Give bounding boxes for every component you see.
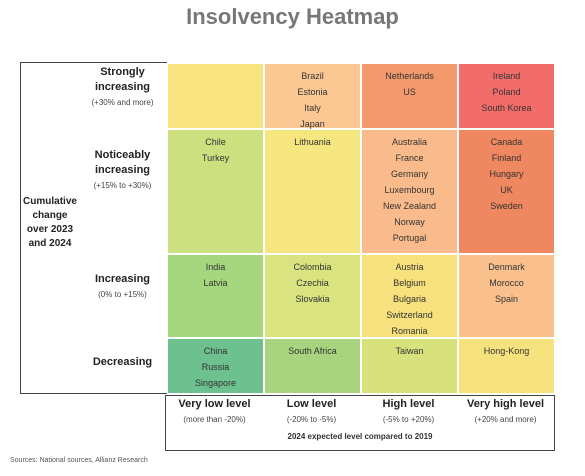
heatmap-cell: Denmark Morocco Spain	[458, 254, 555, 338]
row-label: Decreasing	[80, 355, 165, 370]
country: UK	[500, 185, 513, 195]
country: Poland	[492, 87, 521, 97]
country: Norway	[394, 217, 425, 227]
heatmap-cell: South Africa	[264, 338, 361, 394]
country: Bulgaria	[392, 294, 427, 304]
heatmap-cell: Canada Finland Hungary UK Sweden	[458, 129, 555, 254]
row-label-box	[20, 62, 167, 394]
row-label-text: Strongly increasing	[94, 66, 151, 93]
country: Italy	[304, 103, 321, 113]
country: Slovakia	[295, 294, 330, 304]
row-label-text: Decreasing	[92, 356, 153, 368]
country: Ireland	[492, 71, 521, 81]
country: Spain	[494, 294, 519, 304]
row-label: Noticeably increasing (+15% to +30%)	[80, 148, 165, 193]
heatmap-cell: China Russia Singapore	[167, 338, 264, 394]
country: Estonia	[297, 87, 328, 97]
column-label: Very low level (more than -20%)	[165, 397, 264, 427]
country: Colombia	[293, 262, 332, 272]
country: South Korea	[481, 103, 532, 113]
column-label-text: Low level	[286, 398, 337, 410]
heatmap-cell: Netherlands US	[361, 63, 458, 129]
country: Denmark	[488, 262, 525, 272]
country: Hong-Kong	[483, 346, 530, 356]
heatmap-cell: Australia France Germany Luxembourg New Zeal…	[361, 129, 458, 254]
country: Japan	[300, 119, 325, 129]
country: Latvia	[203, 278, 228, 288]
heatmap-cell: Ireland Poland South Korea	[458, 63, 555, 129]
country: Turkey	[201, 153, 230, 163]
country: Sweden	[490, 201, 523, 211]
country: Luxembourg	[384, 185, 435, 195]
column-range: (-5% to +20%)	[382, 415, 435, 424]
country: Lithuania	[294, 137, 331, 147]
country: Taiwan	[395, 346, 424, 356]
country: Portugal	[392, 233, 427, 243]
country: Austria	[395, 262, 424, 272]
country: Netherlands	[385, 71, 434, 81]
row-range: (+15% to +30%)	[93, 181, 152, 190]
heatmap-cell: Hong-Kong	[458, 338, 555, 394]
column-label-text: Very high level	[466, 398, 545, 410]
country: Switzerland	[386, 310, 433, 320]
country: Czechia	[296, 278, 329, 288]
side-label: Cumulative change over 2023 and 2024	[23, 196, 77, 249]
country: France	[395, 153, 424, 163]
column-label: Very high level (+20% and more)	[456, 397, 555, 427]
country: Russia	[201, 362, 230, 372]
column-label-text: High level	[382, 398, 435, 410]
heatmap-cell: Brazil Estonia Italy Japan	[264, 63, 361, 129]
row-range: (+30% and more)	[91, 98, 154, 107]
column-range: (-20% to -5%)	[286, 415, 337, 424]
title: Insolvency Heatmap	[186, 4, 399, 29]
heatmap-cell: Lithuania	[264, 129, 361, 254]
country: Singapore	[194, 378, 237, 388]
heatmap-cell: Chile Turkey	[167, 129, 264, 254]
row-label: Strongly increasing (+30% and more)	[80, 65, 165, 110]
heatmap-cell: Austria Belgium Bulgaria Switzerland Romania	[361, 254, 458, 338]
column-label-box	[165, 395, 555, 451]
row-label-text: Noticeably increasing	[94, 149, 151, 176]
country: Canada	[490, 137, 523, 147]
column-range: (+20% and more)	[474, 415, 537, 424]
heatmap-cell: India Latvia	[167, 254, 264, 338]
heatmap-cell: Colombia Czechia Slovakia	[264, 254, 361, 338]
country: US	[403, 87, 416, 97]
column-label-text: Very low level	[178, 398, 251, 410]
country: Belgium	[393, 278, 426, 288]
country: Finland	[491, 153, 522, 163]
row-range: (0% to +15%)	[98, 290, 147, 299]
country: Romania	[391, 326, 428, 336]
country: New Zealand	[382, 201, 437, 211]
country: Brazil	[301, 71, 324, 81]
row-label: Increasing (0% to +15%)	[80, 272, 165, 302]
column-range: (more than -20%)	[183, 415, 246, 424]
country: Hungary	[489, 169, 524, 179]
country: China	[203, 346, 228, 356]
country: Germany	[390, 169, 428, 179]
column-label: Low level (-20% to -5%)	[262, 397, 361, 427]
column-label: High level (-5% to +20%)	[359, 397, 458, 427]
heatmap-cell	[167, 63, 264, 129]
source: Sources: National sources, Allianz Resea…	[10, 457, 148, 464]
country: India	[205, 262, 226, 272]
country: Chile	[205, 137, 226, 147]
row-label-text: Increasing	[94, 273, 151, 285]
heatmap-cell: Taiwan	[361, 338, 458, 394]
country: Australia	[391, 137, 427, 147]
country: Morocco	[489, 278, 524, 288]
column-note: 2024 expected level compared to 2019	[287, 432, 433, 441]
country: South Africa	[288, 346, 337, 356]
